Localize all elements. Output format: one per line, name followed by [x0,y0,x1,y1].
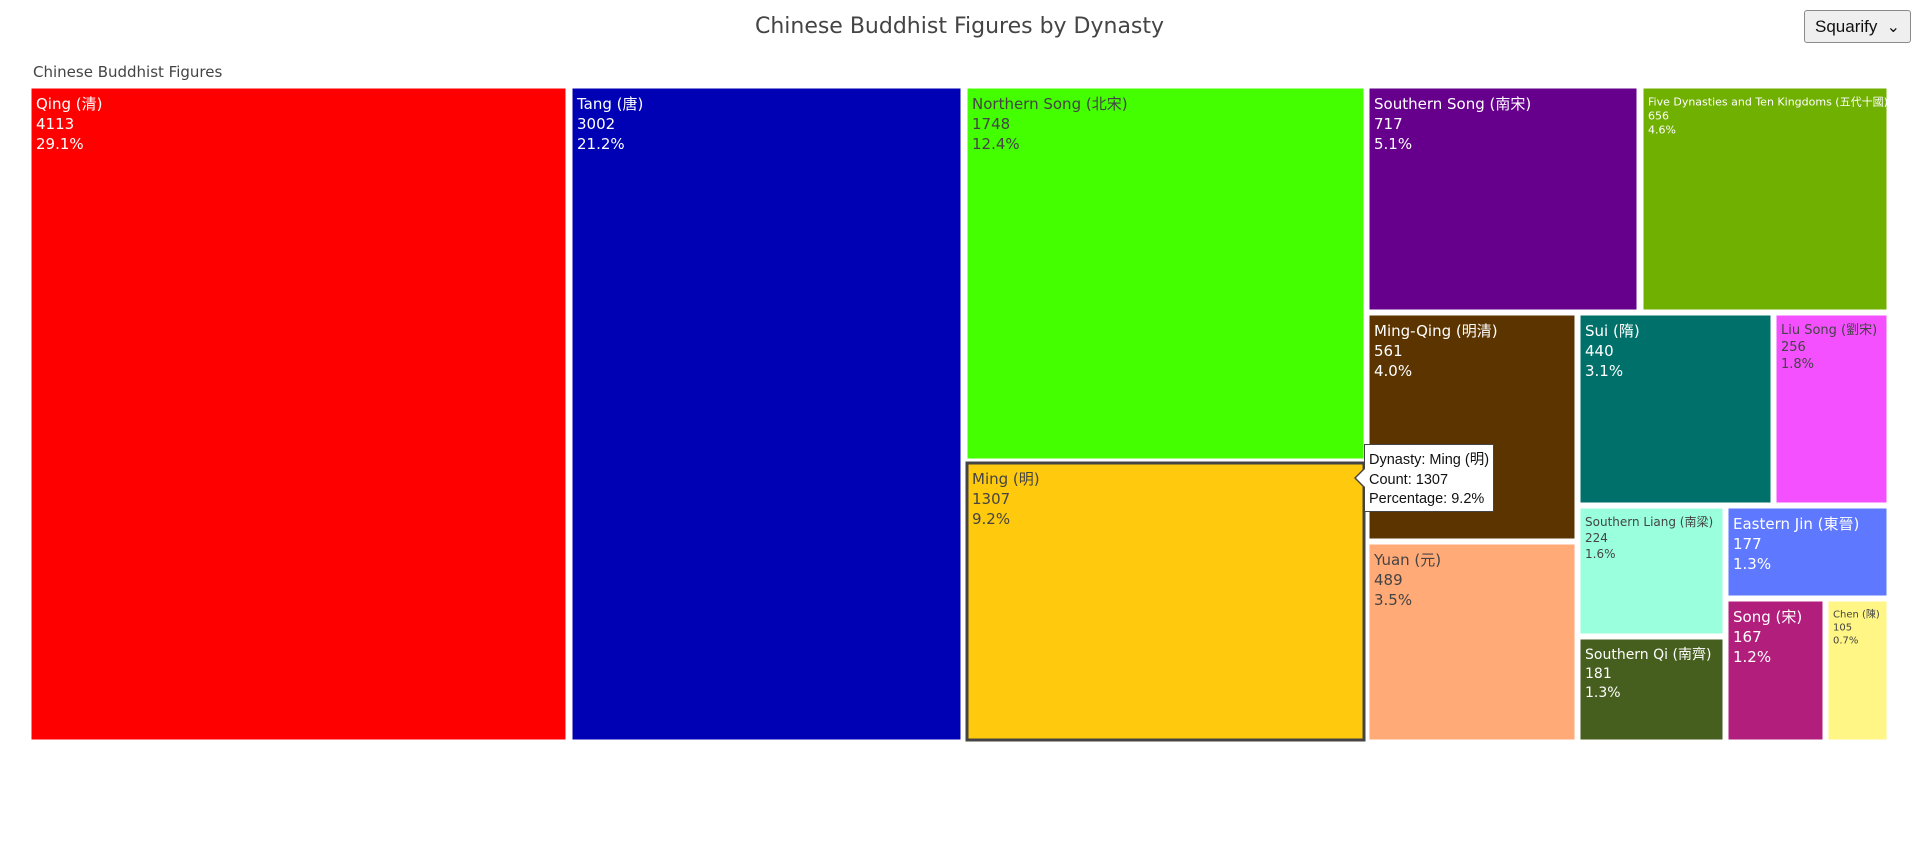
treemap-tile-five-dynasties-and-ten-kingdoms[interactable]: Five Dynasties and Ten Kingdoms (五代十國)65… [1642,87,1888,311]
treemap-tile-percent-ming: 9.2% [972,510,1010,528]
treemap-tile-southern-liang[interactable]: Southern Liang (南梁) 224 1.6% [1579,507,1724,635]
treemap-tile-percent-tang: 21.2% [577,135,625,153]
treemap-tile-rect-song[interactable] [1727,600,1824,741]
treemap-tile-value-ming: 1307 [972,490,1010,508]
treemap-tile-percent-liu-song: 1.8% [1781,357,1814,372]
treemap-tile-label-five-dynasties-and-ten-kingdoms: Five Dynasties and Ten Kingdoms (五代十國) [1648,94,1888,108]
treemap-tile-rect-liu-song[interactable] [1775,314,1888,504]
treemap-tile-yuan[interactable]: Yuan (元) 489 3.5% [1368,543,1576,741]
treemap-tile-song[interactable]: Song (宋) 167 1.2% [1727,600,1824,741]
treemap-tile-value-yuan: 489 [1374,571,1403,589]
treemap-tile-value-ming-qing: 561 [1374,342,1403,360]
treemap-tile-label-southern-liang: Southern Liang (南梁) [1585,514,1713,529]
treemap-tile-value-southern-song: 717 [1374,115,1403,133]
treemap-tile-value-northern-song: 1748 [972,115,1010,133]
treemap-tile-label-ming-qing: Ming-Qing (明清) [1374,322,1498,340]
layout-mode-selected-value: Squarify [1815,16,1878,36]
treemap-tile-label-southern-qi: Southern Qi (南齊) [1585,646,1711,663]
treemap-tile-label-sui: Sui (隋) [1585,322,1640,340]
treemap-tile-value-tang: 3002 [577,115,615,133]
chart-title: Chinese Buddhist Figures by Dynasty [754,14,1165,39]
treemap-tile-percent-northern-song: 12.4% [972,135,1020,153]
treemap-tile-percent-southern-qi: 1.3% [1585,685,1621,701]
treemap-tile-percent-sui: 3.1% [1585,362,1623,380]
treemap-tile-label-song: Song (宋) [1733,608,1802,626]
treemap-tile-percent-southern-song: 5.1% [1374,135,1412,153]
tooltip-arrow-fill [1356,468,1366,488]
treemap-tile-percent-eastern-jin: 1.3% [1733,555,1771,573]
treemap-tile-qing[interactable]: Qing (清) 4113 29.1% [30,87,567,741]
treemap-tile-percent-southern-liang: 1.6% [1585,547,1616,561]
treemap-tile-rect-eastern-jin[interactable] [1727,507,1888,597]
treemap-tile-value-southern-qi: 181 [1585,666,1612,682]
treemap-tile-liu-song[interactable]: Liu Song (劉宋) 256 1.8% [1775,314,1888,504]
treemap-tile-label-qing: Qing (清) [36,95,102,113]
layout-mode-select[interactable]: Squarify ⌄ [1804,10,1911,43]
treemap-tile-southern-qi[interactable]: Southern Qi (南齊) 181 1.3% [1579,638,1724,741]
treemap-tile-percent-chen: 0.7% [1833,636,1858,647]
treemap-tile-label-eastern-jin: Eastern Jin (東晉) [1733,515,1859,533]
tooltip-line-percentage: Percentage: 9.2% [1369,491,1485,507]
treemap-tile-label-yuan: Yuan (元) [1373,551,1441,569]
treemap-tile-value-eastern-jin: 177 [1733,535,1762,553]
treemap-tile-ming[interactable]: Ming (明) 1307 9.2% [965,461,1366,742]
treemap-tile-rect-southern-liang[interactable] [1579,507,1724,635]
hover-tooltip: Dynasty: Ming (明) Count: 1307 Percentage… [1354,444,1494,512]
treemap-tile-value-five-dynasties-and-ten-kingdoms: 656 [1648,109,1669,122]
treemap-tile-rect-qing[interactable] [30,87,567,741]
treemap-tile-eastern-jin[interactable]: Eastern Jin (東晉) 177 1.3% [1727,507,1888,597]
treemap-tile-chen[interactable]: Chen (陳) 105 0.7% [1827,600,1888,741]
chevron-down-icon: ⌄ [1886,19,1900,36]
treemap-tile-label-northern-song: Northern Song (北宋) [972,95,1128,113]
tooltip-line-dynasty: Dynasty: Ming (明) [1369,452,1490,468]
treemap-tile-southern-song[interactable]: Southern Song (南宋) 717 5.1% [1368,87,1638,311]
treemap-tile-percent-five-dynasties-and-ten-kingdoms: 4.6% [1648,123,1676,136]
treemap-tile-rect-sui[interactable] [1579,314,1772,504]
treemap-tile-value-qing: 4113 [36,115,74,133]
tooltip-line-count: Count: 1307 [1369,471,1449,488]
treemap-tile-percent-qing: 29.1% [36,135,84,153]
treemap-tile-rect-southern-song[interactable] [1368,87,1638,311]
treemap-tile-percent-ming-qing: 4.0% [1374,362,1412,380]
treemap-tile-rect-tang[interactable] [571,87,962,741]
treemap-tile-value-song: 167 [1733,628,1762,646]
treemap-tile-label-southern-song: Southern Song (南宋) [1374,95,1531,113]
treemap-tile-rect-five-dynasties-and-ten-kingdoms[interactable] [1642,87,1888,311]
treemap-tile-rect-ming[interactable] [965,461,1366,742]
treemap-tile-northern-song[interactable]: Northern Song (北宋) 1748 12.4% [966,87,1365,460]
treemap-tile-rect-yuan[interactable] [1368,543,1576,741]
treemap-tile-value-southern-liang: 224 [1585,531,1608,545]
treemap-tile-value-sui: 440 [1585,342,1614,360]
treemap-tile-label-chen: Chen (陳) [1833,609,1880,621]
treemap-tile-label-liu-song: Liu Song (劉宋) [1781,323,1877,338]
treemap-tile-rect-southern-qi[interactable] [1579,638,1724,741]
treemap-tile-rect-northern-song[interactable] [966,87,1365,460]
treemap-tile-value-liu-song: 256 [1781,340,1806,355]
treemap-tile-label-tang: Tang (唐) [576,95,643,113]
treemap-tile-sui[interactable]: Sui (隋) 440 3.1% [1579,314,1772,504]
treemap-tile-rect-chen[interactable] [1827,600,1888,741]
treemap-tile-label-ming: Ming (明) [972,470,1040,488]
treemap-tile-tang[interactable]: Tang (唐) 3002 21.2% [571,87,962,741]
treemap-tile-value-chen: 105 [1833,623,1852,634]
treemap-tile-percent-song: 1.2% [1733,648,1771,666]
treemap-tile-percent-yuan: 3.5% [1374,591,1412,609]
treemap-root-label[interactable]: Chinese Buddhist Figures [33,63,223,81]
